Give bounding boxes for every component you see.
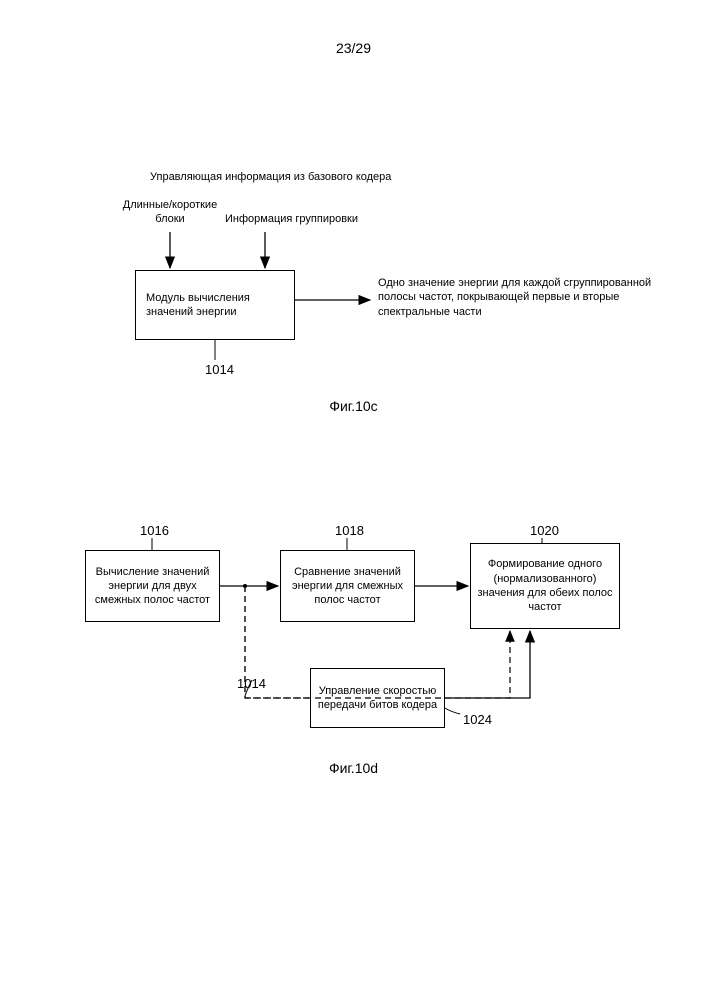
fig10d-arrows xyxy=(0,480,707,880)
fig10c-arrows xyxy=(0,0,707,420)
